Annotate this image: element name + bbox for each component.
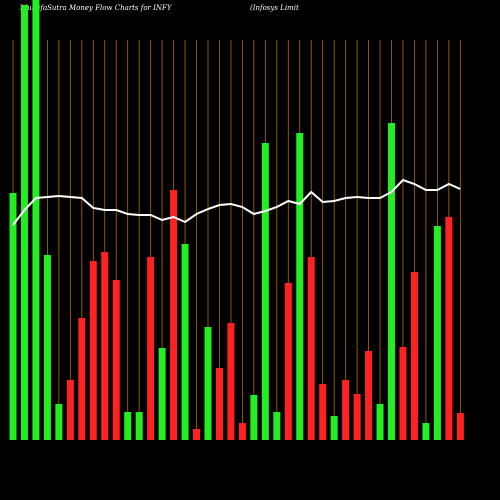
bar	[227, 323, 235, 440]
bar	[250, 395, 258, 440]
bar	[445, 217, 453, 440]
bar	[89, 261, 97, 440]
bar	[456, 413, 464, 440]
bar	[284, 283, 292, 440]
bar	[193, 429, 201, 440]
flow-line	[12, 178, 461, 226]
bar	[388, 123, 396, 440]
bar	[330, 416, 338, 440]
chart-subtitle: (Infosys Limit	[250, 4, 299, 12]
bar	[399, 347, 407, 440]
bar	[112, 280, 120, 440]
bar	[296, 133, 304, 440]
bar	[422, 423, 430, 440]
bar	[261, 143, 269, 440]
bar	[376, 404, 384, 440]
bar	[307, 257, 315, 440]
bar	[43, 255, 51, 440]
bar	[215, 368, 223, 440]
bar	[101, 252, 109, 440]
bar	[135, 412, 143, 440]
bar	[170, 190, 178, 440]
bar	[342, 380, 350, 440]
bar	[32, 0, 40, 440]
bar	[158, 348, 166, 440]
bar	[9, 193, 17, 440]
bar	[353, 394, 361, 440]
bar	[238, 423, 246, 440]
bar	[124, 412, 132, 440]
bar	[147, 257, 155, 440]
bar	[55, 404, 63, 440]
bar	[319, 384, 327, 440]
bar	[66, 380, 74, 440]
bar	[78, 318, 86, 440]
bar	[20, 5, 28, 440]
bar	[204, 327, 212, 440]
chart-title: MunafaSutra Money Flow Charts for INFY	[19, 4, 173, 12]
bar	[273, 412, 281, 440]
bar	[433, 226, 441, 440]
bar	[365, 351, 373, 440]
bar	[410, 272, 418, 440]
bar	[181, 244, 189, 440]
